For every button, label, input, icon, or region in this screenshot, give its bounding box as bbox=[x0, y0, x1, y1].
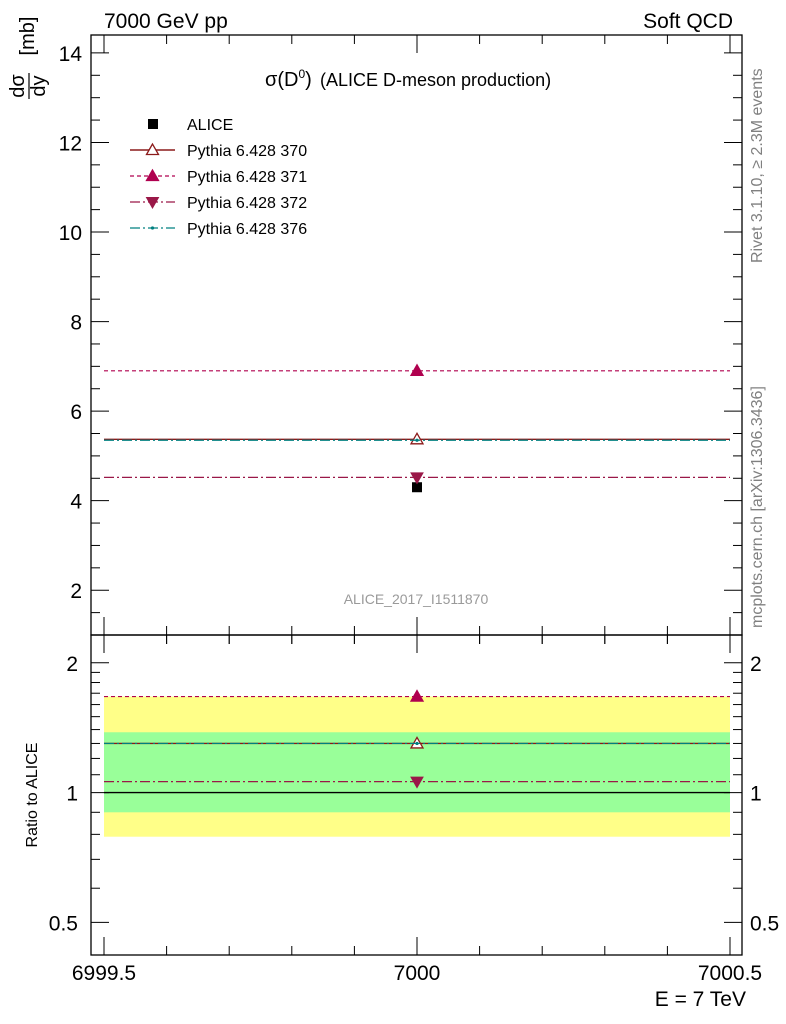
analysis-watermark: ALICE_2017_I1511870 bbox=[344, 591, 489, 607]
y-tick-label: 14 bbox=[59, 43, 83, 66]
legend-marker-1 bbox=[145, 142, 160, 156]
ratio-marker-1 bbox=[409, 689, 425, 702]
legend-marker-4 bbox=[150, 226, 155, 230]
legend: ALICE Pythia 6.428 370 Pythia 6.428 371 Pyt… bbox=[130, 117, 307, 238]
y-tick-label: 12 bbox=[59, 132, 82, 155]
rivet-label: Rivet 3.1.10, ≥ 2.3M events bbox=[749, 68, 766, 263]
y-tick-label: 8 bbox=[70, 312, 82, 335]
y-tick-label: 2 bbox=[70, 580, 82, 603]
legend-marker-alice bbox=[148, 119, 158, 129]
legend-marker-3 bbox=[145, 197, 160, 210]
ylabel-unit: [mb] bbox=[17, 17, 39, 56]
ratio-tick-label-right: 1 bbox=[750, 783, 762, 806]
y-tick-label: 4 bbox=[70, 491, 82, 514]
data-point-alice bbox=[412, 482, 422, 493]
legend-marker-2 bbox=[145, 168, 160, 182]
ratio-panel-marks bbox=[104, 689, 730, 794]
ratio-tick-label-right: 0.5 bbox=[750, 912, 779, 935]
x-axis-label: E = 7 TeV bbox=[655, 988, 746, 1011]
main-panel-marks bbox=[104, 363, 730, 493]
series-marker-4 bbox=[415, 438, 419, 442]
header-process: Soft QCD bbox=[643, 10, 733, 33]
mcplots-label: mcplots.cern.ch [arXiv:1306.3436] bbox=[749, 386, 766, 628]
legend-label-0: ALICE bbox=[187, 117, 233, 134]
title-text: (ALICE D-meson production) bbox=[320, 70, 551, 90]
ratio-marker-3 bbox=[415, 741, 419, 746]
ratio-tick-label-left: 0.5 bbox=[49, 912, 78, 935]
ratio-tick-label-right: 2 bbox=[750, 653, 762, 676]
main-y-axis: 2 4 6 8 10 12 14 bbox=[59, 43, 742, 636]
x-axis: 6999.5 7000 7000.5 bbox=[72, 35, 762, 985]
series-marker-1 bbox=[409, 432, 425, 445]
legend-label-2: Pythia 6.428 371 bbox=[187, 169, 307, 186]
plot-title: σ(D0) (ALICE D-meson production) bbox=[265, 67, 551, 91]
ratio-marker-2 bbox=[410, 776, 424, 789]
ratio-y-axis: 0.5 0.5 1 1 2 2 bbox=[49, 653, 779, 936]
header-energy: 7000 GeV pp bbox=[104, 10, 228, 33]
title-sigma-symbol: σ(D0) bbox=[265, 67, 312, 91]
main-y-axis-label: dσ dy [mb] bbox=[7, 17, 50, 99]
ylabel-dy: dy bbox=[28, 75, 50, 96]
ratio-y-axis-label: Ratio to ALICE bbox=[24, 743, 41, 848]
x-tick-label: 6999.5 bbox=[72, 962, 136, 985]
series-marker-3 bbox=[410, 472, 424, 485]
ratio-tick-label-left: 2 bbox=[66, 653, 78, 676]
ratio-tick-label-left: 1 bbox=[66, 783, 78, 806]
y-tick-label: 6 bbox=[70, 401, 82, 424]
legend-label-1: Pythia 6.428 370 bbox=[187, 143, 307, 160]
x-tick-label: 7000 bbox=[394, 962, 441, 985]
uncertainty-bands bbox=[104, 696, 730, 837]
legend-label-3: Pythia 6.428 372 bbox=[187, 195, 307, 212]
x-tick-label: 7000.5 bbox=[698, 962, 762, 985]
series-marker-2 bbox=[409, 363, 425, 376]
y-tick-label: 10 bbox=[59, 222, 82, 245]
ylabel-dsigma: dσ bbox=[7, 74, 29, 98]
legend-label-4: Pythia 6.428 376 bbox=[187, 221, 307, 238]
